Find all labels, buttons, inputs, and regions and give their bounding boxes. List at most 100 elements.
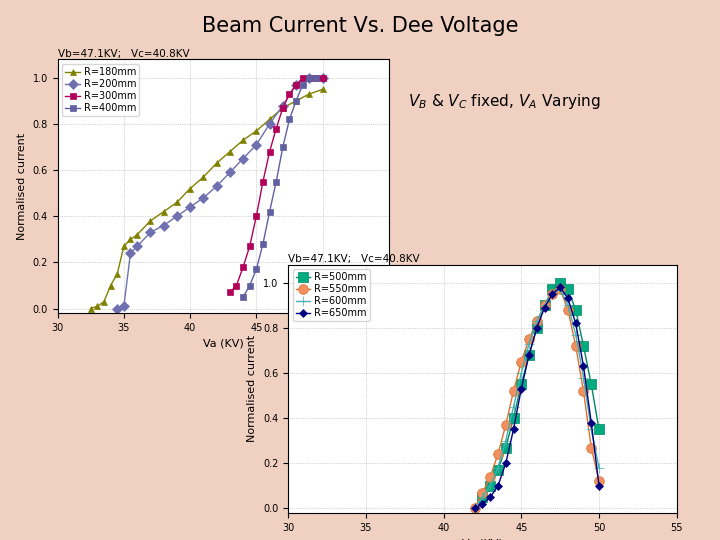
- Line: R=400mm: R=400mm: [240, 75, 320, 301]
- R=550mm: [564, 307, 572, 313]
- R=200mm: [212, 183, 221, 190]
- R=300mm: [305, 75, 314, 81]
- R=300mm: [252, 213, 261, 220]
- R=650mm: [494, 483, 503, 489]
- R=550mm: [533, 318, 541, 325]
- R=600mm: [470, 505, 479, 512]
- R=550mm: [517, 359, 526, 365]
- R=650mm: [517, 386, 526, 392]
- R=650mm: [501, 460, 510, 467]
- R=550mm: [587, 444, 595, 451]
- Text: Vb=47.1KV;   Vc=40.8KV: Vb=47.1KV; Vc=40.8KV: [288, 254, 420, 264]
- R=500mm: [533, 325, 541, 331]
- Line: R=650mm: R=650mm: [472, 285, 602, 511]
- R=300mm: [265, 148, 274, 155]
- Legend: R=180mm, R=200mm, R=300mm, R=400mm: R=180mm, R=200mm, R=300mm, R=400mm: [63, 64, 139, 116]
- R=180mm: [265, 116, 274, 123]
- R=500mm: [509, 415, 518, 421]
- R=550mm: [525, 336, 534, 342]
- R=600mm: [478, 494, 487, 501]
- Line: R=550mm: R=550mm: [469, 285, 604, 514]
- R=300mm: [225, 289, 234, 296]
- R=650mm: [548, 291, 557, 297]
- R=600mm: [486, 483, 495, 489]
- R=200mm: [146, 229, 155, 235]
- R=400mm: [312, 75, 320, 81]
- R=500mm: [540, 302, 549, 308]
- R=200mm: [265, 121, 274, 127]
- R=600mm: [572, 332, 580, 338]
- R=200mm: [113, 305, 122, 312]
- R=400mm: [246, 282, 254, 289]
- R=400mm: [279, 144, 287, 150]
- R=300mm: [232, 282, 240, 289]
- R=550mm: [494, 451, 503, 457]
- R=500mm: [564, 286, 572, 293]
- R=300mm: [272, 125, 281, 132]
- R=180mm: [279, 105, 287, 111]
- R=500mm: [587, 381, 595, 388]
- R=500mm: [525, 352, 534, 358]
- R=200mm: [132, 243, 141, 249]
- R=600mm: [548, 291, 557, 297]
- Line: R=180mm: R=180mm: [87, 86, 326, 312]
- R=180mm: [199, 174, 207, 180]
- R=200mm: [225, 169, 234, 176]
- R=500mm: [548, 286, 557, 293]
- R=200mm: [126, 250, 135, 256]
- R=500mm: [486, 483, 495, 489]
- R=600mm: [494, 464, 503, 471]
- R=200mm: [199, 194, 207, 201]
- R=200mm: [173, 213, 181, 220]
- Y-axis label: Normalised current: Normalised current: [17, 133, 27, 240]
- R=550mm: [501, 422, 510, 428]
- R=200mm: [279, 102, 287, 109]
- R=650mm: [470, 505, 479, 512]
- Text: Beam Current Vs. Dee Voltage: Beam Current Vs. Dee Voltage: [202, 16, 518, 36]
- R=650mm: [509, 426, 518, 433]
- R=180mm: [99, 299, 108, 305]
- R=300mm: [312, 75, 320, 81]
- R=650mm: [540, 304, 549, 310]
- R=600mm: [595, 464, 603, 471]
- R=300mm: [246, 243, 254, 249]
- R=500mm: [494, 467, 503, 474]
- R=600mm: [533, 318, 541, 325]
- R=550mm: [595, 478, 603, 484]
- R=650mm: [556, 284, 564, 291]
- R=550mm: [579, 388, 588, 394]
- R=400mm: [298, 82, 307, 88]
- R=180mm: [186, 185, 194, 192]
- R=200mm: [318, 75, 327, 81]
- Line: R=500mm: R=500mm: [477, 278, 604, 502]
- R=200mm: [305, 75, 314, 81]
- R=400mm: [265, 208, 274, 215]
- R=400mm: [252, 266, 261, 273]
- R=180mm: [292, 98, 300, 104]
- R=600mm: [540, 302, 549, 308]
- R=650mm: [587, 420, 595, 426]
- R=650mm: [595, 483, 603, 489]
- R=550mm: [540, 302, 549, 308]
- R=600mm: [579, 374, 588, 381]
- R=400mm: [272, 178, 281, 185]
- R=180mm: [86, 305, 95, 312]
- R=600mm: [587, 426, 595, 433]
- Y-axis label: Normalised current: Normalised current: [248, 335, 257, 442]
- R=550mm: [509, 388, 518, 394]
- R=180mm: [120, 243, 128, 249]
- R=200mm: [239, 156, 248, 162]
- R=180mm: [252, 127, 261, 134]
- R=550mm: [548, 291, 557, 297]
- Legend: R=500mm, R=550mm, R=600mm, R=650mm: R=500mm, R=550mm, R=600mm, R=650mm: [293, 269, 370, 321]
- R=180mm: [239, 137, 248, 144]
- R=400mm: [239, 294, 248, 300]
- R=600mm: [525, 340, 534, 347]
- R=650mm: [564, 295, 572, 302]
- R=180mm: [93, 303, 102, 309]
- Text: $V_B$ & $V_C$ fixed, $V_A$ Varying: $V_B$ & $V_C$ fixed, $V_A$ Varying: [408, 92, 600, 111]
- R=180mm: [132, 232, 141, 238]
- R=400mm: [292, 98, 300, 104]
- R=180mm: [318, 86, 327, 93]
- R=400mm: [258, 241, 267, 247]
